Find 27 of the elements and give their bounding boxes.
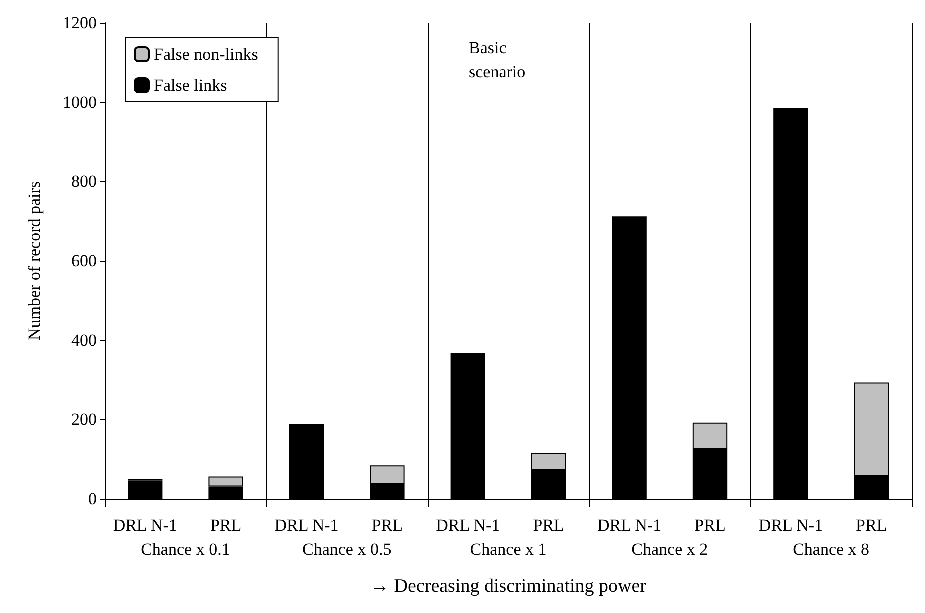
x-tick-label: PRL — [372, 516, 404, 535]
x-tick-label: PRL — [856, 516, 888, 535]
x-tick-label: DRL N-1 — [274, 516, 339, 535]
text: Chance x 8 — [793, 540, 870, 559]
text: Chance x 1 — [470, 540, 547, 559]
legend-label: False links — [154, 76, 228, 95]
y-tick-label: 400 — [72, 330, 97, 350]
text: Chance x 0.1 — [141, 540, 230, 559]
x-axis-title: → Decreasing discriminating power — [370, 576, 648, 597]
y-tick-label: 600 — [72, 252, 97, 270]
x-tick-label: PRL — [533, 516, 564, 535]
x-tick-label: DRL N-1 — [113, 516, 178, 535]
text: Chance x 2 — [632, 540, 708, 559]
x-tick-label: PRL — [210, 516, 242, 535]
y-axis-title: Number of record pairs — [25, 181, 44, 341]
x-tick-label: DRL N-1 — [758, 516, 823, 535]
y-tick-label: 0 — [88, 490, 97, 508]
x-tick-label: DRL N-1 — [598, 516, 662, 535]
legend-label: False non-links — [154, 45, 258, 64]
x-tick-label: PRL — [694, 516, 726, 535]
x-tick-label: DRL N-1 — [436, 516, 500, 535]
y-tick-label: 800 — [72, 172, 97, 192]
y-tick-label: 1200 — [63, 14, 97, 32]
annotation: Basic scenario — [469, 38, 526, 82]
text: Chance x 0.5 — [302, 540, 392, 559]
y-tick-label: 1000 — [63, 92, 97, 112]
y-tick-label: 200 — [72, 410, 97, 430]
